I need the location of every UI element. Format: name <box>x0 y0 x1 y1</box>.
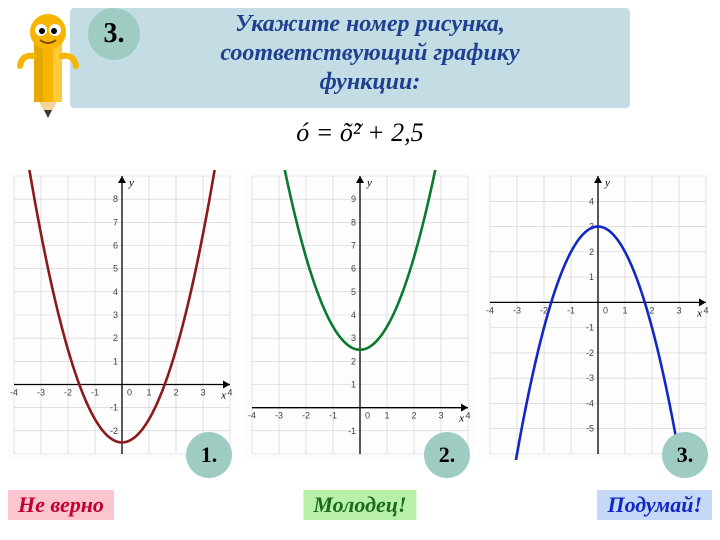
svg-text:6: 6 <box>113 241 118 251</box>
svg-text:2: 2 <box>113 333 118 343</box>
svg-text:2: 2 <box>649 305 654 315</box>
svg-text:2: 2 <box>589 247 594 257</box>
svg-text:-4: -4 <box>486 305 494 315</box>
svg-text:1: 1 <box>146 388 151 398</box>
question-title: Укажите номер рисунка, соответствующий г… <box>150 10 590 96</box>
answer-badge-3[interactable]: 3. <box>662 432 708 478</box>
feedback-3: Подумай! <box>597 490 712 520</box>
answer-badge-1[interactable]: 1. <box>186 432 232 478</box>
title-line: функции: <box>320 69 421 95</box>
feedback-1: Не верно <box>8 490 114 520</box>
svg-text:3: 3 <box>200 388 205 398</box>
svg-text:-1: -1 <box>91 388 99 398</box>
charts-row: -4-3-2-11234-2-1123456780xy 1. Не верно … <box>8 170 712 460</box>
svg-text:-4: -4 <box>248 411 256 421</box>
svg-text:-1: -1 <box>329 411 337 421</box>
svg-text:-4: -4 <box>10 388 18 398</box>
answer-badge-2-label: 2. <box>439 442 456 468</box>
svg-text:3: 3 <box>676 305 681 315</box>
svg-text:7: 7 <box>351 241 356 251</box>
svg-text:2: 2 <box>173 388 178 398</box>
question-number-badge: 3. <box>88 8 140 60</box>
svg-text:1: 1 <box>384 411 389 421</box>
svg-text:3: 3 <box>113 310 118 320</box>
svg-text:-1: -1 <box>110 403 118 413</box>
svg-text:5: 5 <box>351 287 356 297</box>
svg-text:y: y <box>128 177 134 189</box>
svg-text:1: 1 <box>622 305 627 315</box>
chart-2[interactable]: -4-3-2-11234-11234567890xy 2. Молодец! <box>246 170 474 460</box>
svg-text:0: 0 <box>127 388 132 398</box>
answer-badge-2[interactable]: 2. <box>424 432 470 478</box>
svg-text:y: y <box>604 177 610 189</box>
svg-text:-2: -2 <box>110 426 118 436</box>
svg-text:3: 3 <box>351 333 356 343</box>
chart-3[interactable]: -4-3-2-11234-5-4-3-2-112340xy 3. Подумай… <box>484 170 712 460</box>
svg-text:7: 7 <box>113 217 118 227</box>
svg-text:4: 4 <box>465 411 470 421</box>
chart-3-svg: -4-3-2-11234-5-4-3-2-112340xy <box>484 170 712 460</box>
svg-text:0: 0 <box>365 411 370 421</box>
title-line: Укажите номер рисунка, <box>235 11 505 37</box>
svg-text:y: y <box>366 177 372 189</box>
svg-text:-3: -3 <box>586 373 594 383</box>
formula-text: ó = õ̃² + 2,5 <box>0 118 720 148</box>
svg-text:4: 4 <box>589 196 594 206</box>
svg-text:-1: -1 <box>348 426 356 436</box>
svg-text:4: 4 <box>351 310 356 320</box>
chart-1[interactable]: -4-3-2-11234-2-1123456780xy 1. Не верно <box>8 170 236 460</box>
answer-badge-3-label: 3. <box>677 442 694 468</box>
chart-2-svg: -4 -3 -2 -1 1 2 3 4 -1 1 2 3 4 5 6 7 8 9 0 x y <box>246 170 474 460</box>
svg-text:8: 8 <box>351 217 356 227</box>
svg-text:x: x <box>696 307 702 319</box>
svg-text:2: 2 <box>351 356 356 366</box>
pencil-mascot-icon <box>8 10 80 120</box>
svg-text:9: 9 <box>351 194 356 204</box>
svg-text:-3: -3 <box>275 411 283 421</box>
svg-text:2: 2 <box>411 411 416 421</box>
svg-text:1: 1 <box>589 272 594 282</box>
svg-text:-5: -5 <box>586 424 594 434</box>
title-line: соответствующий графику <box>220 40 519 66</box>
svg-text:1: 1 <box>351 380 356 390</box>
svg-text:x: x <box>220 390 226 402</box>
answer-badge-1-label: 1. <box>201 442 218 468</box>
svg-text:3: 3 <box>438 411 443 421</box>
svg-text:1: 1 <box>113 356 118 366</box>
feedback-2: Молодец! <box>303 490 416 520</box>
svg-text:-1: -1 <box>586 323 594 333</box>
svg-text:-3: -3 <box>37 388 45 398</box>
svg-text:6: 6 <box>351 264 356 274</box>
svg-text:5: 5 <box>113 264 118 274</box>
svg-text:4: 4 <box>703 305 708 315</box>
svg-text:-4: -4 <box>586 398 594 408</box>
svg-text:-2: -2 <box>64 388 72 398</box>
svg-text:4: 4 <box>227 388 232 398</box>
svg-text:0: 0 <box>603 305 608 315</box>
svg-text:-2: -2 <box>586 348 594 358</box>
svg-text:-3: -3 <box>513 305 521 315</box>
svg-text:-1: -1 <box>567 305 575 315</box>
question-number-label: 3. <box>104 18 125 50</box>
svg-text:-2: -2 <box>302 411 310 421</box>
svg-text:4: 4 <box>113 287 118 297</box>
chart-1-svg: -4 -3 -2 -1 1 2 3 4 -2 -1 1 2 3 4 5 6 7 8 0 x y <box>8 170 236 460</box>
svg-text:x: x <box>458 413 464 425</box>
svg-text:8: 8 <box>113 194 118 204</box>
